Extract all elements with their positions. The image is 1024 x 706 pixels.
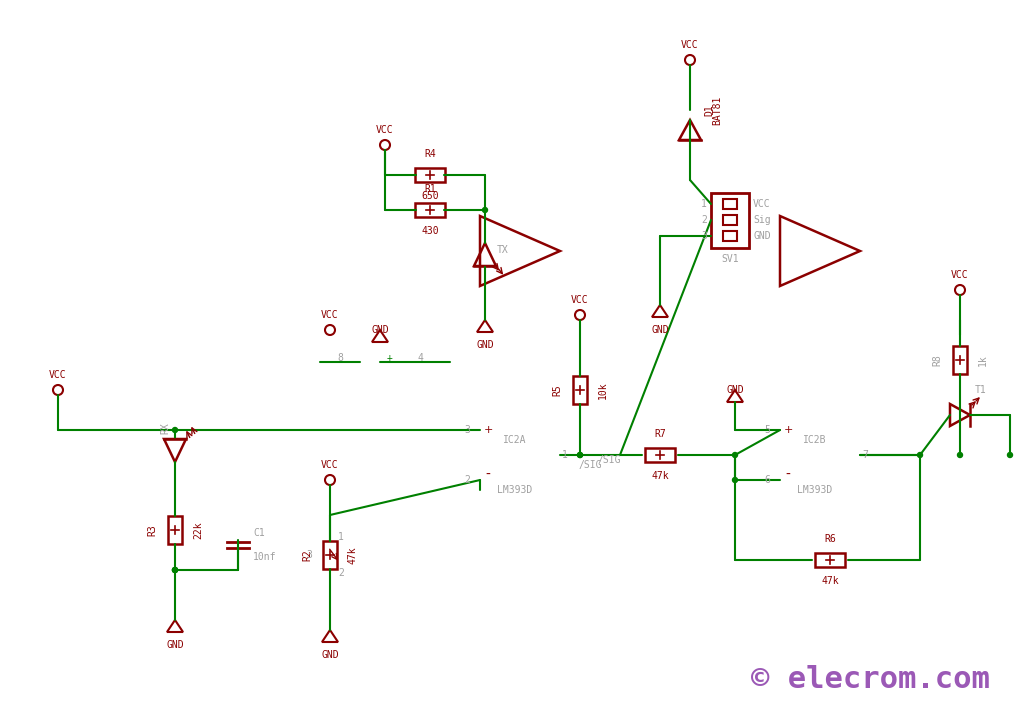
Text: VCC: VCC <box>376 125 394 135</box>
Text: VCC: VCC <box>753 199 771 209</box>
Text: LM393D: LM393D <box>498 485 532 495</box>
Text: GND: GND <box>322 650 339 660</box>
Bar <box>323 541 337 569</box>
Text: 1: 1 <box>338 532 344 542</box>
Text: Sig: Sig <box>753 215 771 225</box>
Text: LM393D: LM393D <box>798 485 833 495</box>
Text: 3: 3 <box>464 425 470 435</box>
Circle shape <box>578 453 583 457</box>
Text: 10nf: 10nf <box>253 552 276 562</box>
Text: 3: 3 <box>701 231 707 241</box>
Text: 47k: 47k <box>821 576 839 586</box>
Text: GND: GND <box>651 325 669 335</box>
Text: VCC: VCC <box>571 295 589 305</box>
Text: 5: 5 <box>764 425 770 435</box>
Text: /SIG: /SIG <box>598 455 622 465</box>
Text: 1: 1 <box>562 450 568 460</box>
Text: 430: 430 <box>421 226 439 236</box>
Text: 8: 8 <box>337 353 343 363</box>
Text: IC2A: IC2A <box>503 435 526 445</box>
Bar <box>168 516 182 544</box>
Text: © elecrom.com: © elecrom.com <box>751 666 989 695</box>
Text: R1: R1 <box>424 184 436 194</box>
Text: 47k: 47k <box>651 471 669 481</box>
Text: +: + <box>387 353 393 363</box>
Text: +: + <box>783 425 793 435</box>
Bar <box>711 193 749 248</box>
Text: D1: D1 <box>705 104 714 116</box>
Text: GND: GND <box>753 231 771 241</box>
Circle shape <box>172 568 177 573</box>
Text: R2: R2 <box>302 549 312 561</box>
Text: 47k: 47k <box>348 546 358 564</box>
Text: -: - <box>485 468 490 482</box>
Circle shape <box>918 453 923 457</box>
Circle shape <box>732 477 737 482</box>
Text: R4: R4 <box>424 149 436 159</box>
Text: 22k: 22k <box>193 521 203 539</box>
Text: 1: 1 <box>701 199 707 209</box>
Text: 2: 2 <box>464 475 470 485</box>
Bar <box>723 215 737 225</box>
Bar <box>645 448 675 462</box>
Bar <box>723 231 737 241</box>
Text: -: - <box>785 468 791 482</box>
Text: 7: 7 <box>862 450 868 460</box>
Text: +: + <box>483 425 493 435</box>
Text: GND: GND <box>371 325 389 335</box>
Text: R6: R6 <box>824 534 836 544</box>
Text: C1: C1 <box>253 528 265 538</box>
Text: 6: 6 <box>764 475 770 485</box>
Text: 2: 2 <box>701 215 707 225</box>
Text: SV1: SV1 <box>721 254 738 265</box>
Circle shape <box>1008 453 1013 457</box>
Text: R7: R7 <box>654 429 666 439</box>
Circle shape <box>482 208 487 213</box>
Text: IC2B: IC2B <box>803 435 826 445</box>
Text: 10k: 10k <box>598 381 608 399</box>
Circle shape <box>172 568 177 573</box>
Text: /SIG: /SIG <box>579 460 602 470</box>
Text: 1k: 1k <box>978 354 988 366</box>
Text: R8: R8 <box>932 354 942 366</box>
Circle shape <box>578 453 583 457</box>
Text: T1: T1 <box>975 385 987 395</box>
Bar <box>815 553 845 567</box>
Text: VCC: VCC <box>681 40 698 50</box>
Bar <box>573 376 587 404</box>
Text: VCC: VCC <box>322 310 339 320</box>
Circle shape <box>172 568 177 573</box>
Text: BAT81: BAT81 <box>712 95 722 125</box>
Text: TX: TX <box>497 245 509 255</box>
Bar <box>953 346 967 374</box>
Circle shape <box>172 428 177 433</box>
Text: 650: 650 <box>421 191 439 201</box>
Bar <box>415 203 445 217</box>
Text: VCC: VCC <box>322 460 339 470</box>
Text: R3: R3 <box>147 524 157 536</box>
Text: GND: GND <box>726 385 743 395</box>
Text: VCC: VCC <box>49 370 67 380</box>
Bar <box>415 168 445 182</box>
Text: R5: R5 <box>552 384 562 396</box>
Text: GND: GND <box>476 340 494 350</box>
Circle shape <box>732 453 737 457</box>
Text: 4: 4 <box>417 353 423 363</box>
Text: 3: 3 <box>306 550 312 560</box>
Circle shape <box>957 453 963 457</box>
Text: RX: RX <box>160 422 170 434</box>
Text: VCC: VCC <box>951 270 969 280</box>
Text: GND: GND <box>166 640 184 650</box>
Text: 2: 2 <box>338 568 344 578</box>
Bar <box>723 199 737 209</box>
